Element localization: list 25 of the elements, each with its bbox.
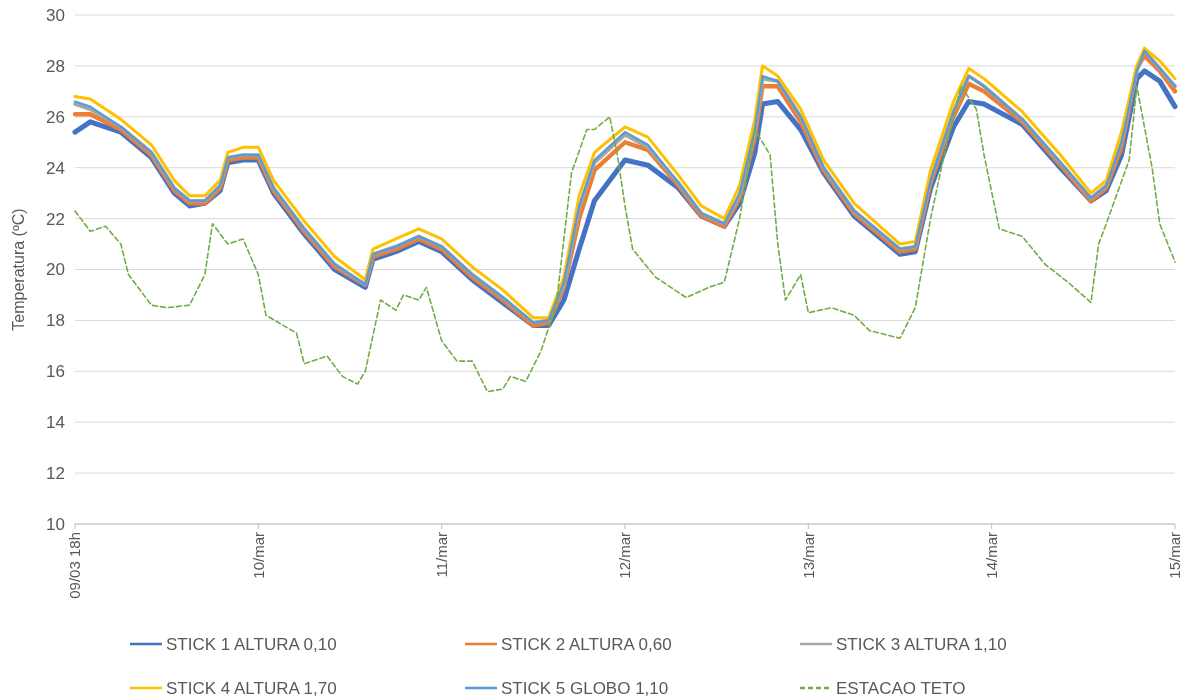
x-tick-label: 14/mar — [982, 532, 1000, 579]
y-tick-label: 20 — [46, 260, 65, 280]
y-tick-label: 18 — [46, 311, 65, 331]
y-tick-label: 24 — [46, 158, 65, 178]
x-tick-label: 15/mar — [1166, 532, 1182, 579]
y-tick-label: 30 — [46, 5, 65, 25]
x-tick-label: 12/mar — [616, 532, 634, 579]
y-tick-label: 26 — [46, 107, 65, 127]
y-axis-title: Temperatura (ºC) — [10, 208, 27, 331]
x-tick-label: 10/mar — [249, 532, 267, 579]
y-tick-label: 12 — [46, 464, 65, 484]
y-tick-label: 28 — [46, 56, 65, 76]
legend-label: STICK 3 ALTURA 1,10 — [836, 634, 1007, 654]
x-tick-label: 09/03 18h — [66, 532, 84, 599]
y-tick-label: 14 — [46, 413, 65, 433]
legend-label: STICK 4 ALTURA 1,70 — [166, 678, 337, 698]
y-tick-label: 10 — [46, 514, 65, 534]
legend-label: ESTACAO TETO — [836, 678, 966, 698]
legend-label: STICK 1 ALTURA 0,10 — [166, 634, 337, 654]
x-tick-label: 13/mar — [799, 532, 817, 579]
x-tick-label: 11/mar — [432, 532, 450, 578]
y-tick-label: 16 — [46, 362, 65, 382]
legend-label: STICK 2 ALTURA 0,60 — [501, 634, 672, 654]
legend-label: STICK 5 GLOBO 1,10 — [501, 678, 669, 698]
y-tick-label: 22 — [46, 209, 65, 229]
